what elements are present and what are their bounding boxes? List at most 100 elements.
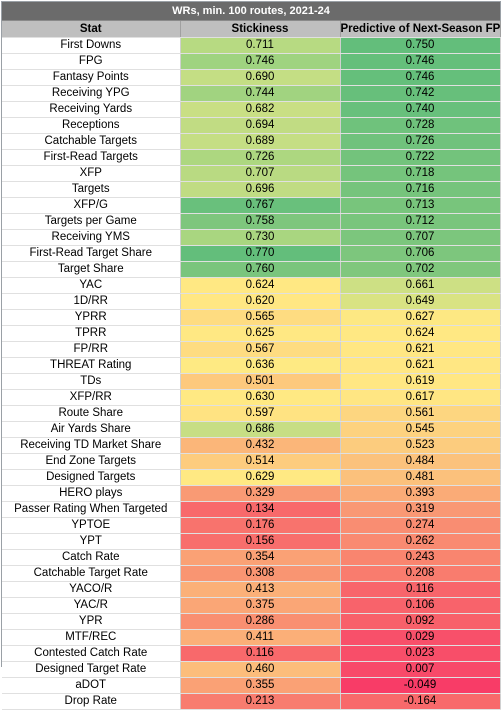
table-row: First-Read Target Share 0.770 0.706 [2,245,501,262]
table-row: HERO plays 0.329 0.393 [2,485,501,502]
cell-predictive: 0.621 [340,357,501,374]
table-row: XFP/RR 0.630 0.617 [2,389,501,406]
cell-stat: YPT [2,533,181,550]
cell-stat: Designed Target Rate [2,661,181,678]
cell-stickiness: 0.116 [180,645,341,662]
header-stickiness: Stickiness [180,21,341,38]
cell-predictive: 0.029 [340,629,501,646]
cell-predictive: 0.092 [340,613,501,630]
cell-stickiness: 0.355 [180,677,341,694]
table-row: TDs 0.501 0.619 [2,373,501,390]
cell-stat: XFP/G [2,197,181,214]
cell-predictive: 0.713 [340,197,501,214]
cell-stat: Target Share [2,261,181,278]
cell-predictive: 0.722 [340,149,501,166]
table-row: Receiving Yards 0.682 0.740 [2,101,501,118]
table-row: Receptions 0.694 0.728 [2,117,501,134]
cell-stickiness: 0.286 [180,613,341,630]
cell-stickiness: 0.758 [180,213,341,230]
cell-stat: Receiving YMS [2,229,181,246]
cell-stat: First-Read Targets [2,149,181,166]
table-title: WRs, min. 100 routes, 2021-24 [2,2,500,21]
cell-predictive: 0.718 [340,165,501,182]
cell-stickiness: 0.696 [180,181,341,198]
table-row: Designed Target Rate 0.460 0.007 [2,661,501,678]
table-row: Catchable Target Rate 0.308 0.208 [2,565,501,582]
cell-stat: First Downs [2,37,181,54]
cell-predictive: 0.726 [340,133,501,150]
cell-stat: Receiving Yards [2,101,181,118]
cell-stat: aDOT [2,677,181,694]
cell-predictive: 0.484 [340,453,501,470]
table-row: MTF/REC 0.411 0.029 [2,629,501,646]
cell-stickiness: 0.354 [180,549,341,566]
cell-stickiness: 0.460 [180,661,341,678]
cell-predictive: 0.262 [340,533,501,550]
cell-stickiness: 0.686 [180,421,341,438]
cell-stat: Fantasy Points [2,69,181,86]
cell-stickiness: 0.760 [180,261,341,278]
table-row: TPRR 0.625 0.624 [2,325,501,342]
cell-stat: Receiving YPG [2,85,181,102]
cell-stickiness: 0.746 [180,53,341,70]
cell-stat: Receiving TD Market Share [2,437,181,454]
cell-stat: End Zone Targets [2,453,181,470]
cell-predictive: 0.243 [340,549,501,566]
table-row: First Downs 0.711 0.750 [2,37,501,54]
cell-stickiness: 0.630 [180,389,341,406]
cell-predictive: 0.702 [340,261,501,278]
cell-predictive: 0.706 [340,245,501,262]
cell-stat: TDs [2,373,181,390]
table-row: FPG 0.746 0.746 [2,53,501,70]
table-row: Targets per Game 0.758 0.712 [2,213,501,230]
cell-predictive: 0.116 [340,581,501,598]
table-row: Targets 0.696 0.716 [2,181,501,198]
cell-predictive: 0.106 [340,597,501,614]
cell-stat: YAC/R [2,597,181,614]
cell-predictive: 0.319 [340,501,501,518]
table-row: THREAT Rating 0.636 0.621 [2,357,501,374]
cell-predictive: 0.742 [340,85,501,102]
cell-stat: TPRR [2,325,181,342]
table-row: Passer Rating When Targeted 0.134 0.319 [2,501,501,518]
cell-predictive: 0.627 [340,309,501,326]
table-row: YPT 0.156 0.262 [2,533,501,550]
table-row: YAC 0.624 0.661 [2,277,501,294]
cell-predictive: 0.545 [340,421,501,438]
table-row: Air Yards Share 0.686 0.545 [2,421,501,438]
table-body: First Downs 0.711 0.750 FPG 0.746 0.746 Fantas… [2,37,501,710]
cell-stickiness: 0.156 [180,533,341,550]
cell-stickiness: 0.767 [180,197,341,214]
cell-stickiness: 0.411 [180,629,341,646]
cell-stat: Designed Targets [2,469,181,486]
cell-predictive: 0.712 [340,213,501,230]
cell-stickiness: 0.620 [180,293,341,310]
cell-stickiness: 0.375 [180,597,341,614]
table-row: YPRR 0.565 0.627 [2,309,501,326]
cell-predictive: 0.750 [340,37,501,54]
cell-stickiness: 0.636 [180,357,341,374]
cell-predictive: 0.481 [340,469,501,486]
cell-stickiness: 0.694 [180,117,341,134]
stats-table: Stat Stickiness Predictive of Next-Seaso… [2,21,501,710]
cell-predictive: 0.661 [340,277,501,294]
cell-stat: YPTOE [2,517,181,534]
table-row: Target Share 0.760 0.702 [2,261,501,278]
table-row: YPR 0.286 0.092 [2,613,501,630]
table-row: Route Share 0.597 0.561 [2,405,501,422]
cell-stat: Catch Rate [2,549,181,566]
table-row: Contested Catch Rate 0.116 0.023 [2,645,501,662]
cell-predictive: 0.746 [340,53,501,70]
cell-stickiness: 0.501 [180,373,341,390]
cell-stat: First-Read Target Share [2,245,181,262]
table-row: Receiving TD Market Share 0.432 0.523 [2,437,501,454]
cell-stat: Targets per Game [2,213,181,230]
cell-stickiness: 0.682 [180,101,341,118]
cell-stickiness: 0.629 [180,469,341,486]
table-row: 1D/RR 0.620 0.649 [2,293,501,310]
table-row: XFP/G 0.767 0.713 [2,197,501,214]
cell-predictive: 0.023 [340,645,501,662]
cell-predictive: 0.624 [340,325,501,342]
cell-stat: YPR [2,613,181,630]
